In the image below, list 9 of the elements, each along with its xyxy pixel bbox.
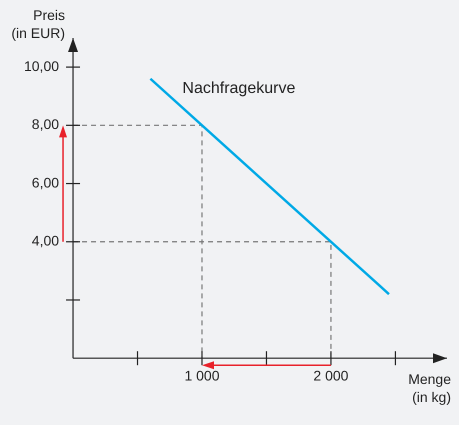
y-tick-label: 6,00 xyxy=(32,174,60,190)
x-tick-label: 1 000 xyxy=(184,367,220,384)
x-tick-label: 2 000 xyxy=(313,367,349,384)
series-label: Nachfragekurve xyxy=(182,80,296,98)
y-tick-label: 10,00 xyxy=(24,58,60,74)
x-axis-title: Menge (in kg) xyxy=(408,371,452,406)
y-axis-title: Preis (in EUR) xyxy=(11,6,66,41)
y-tick-label: 4,00 xyxy=(32,232,60,249)
y-tick-label: 8,00 xyxy=(32,116,60,132)
